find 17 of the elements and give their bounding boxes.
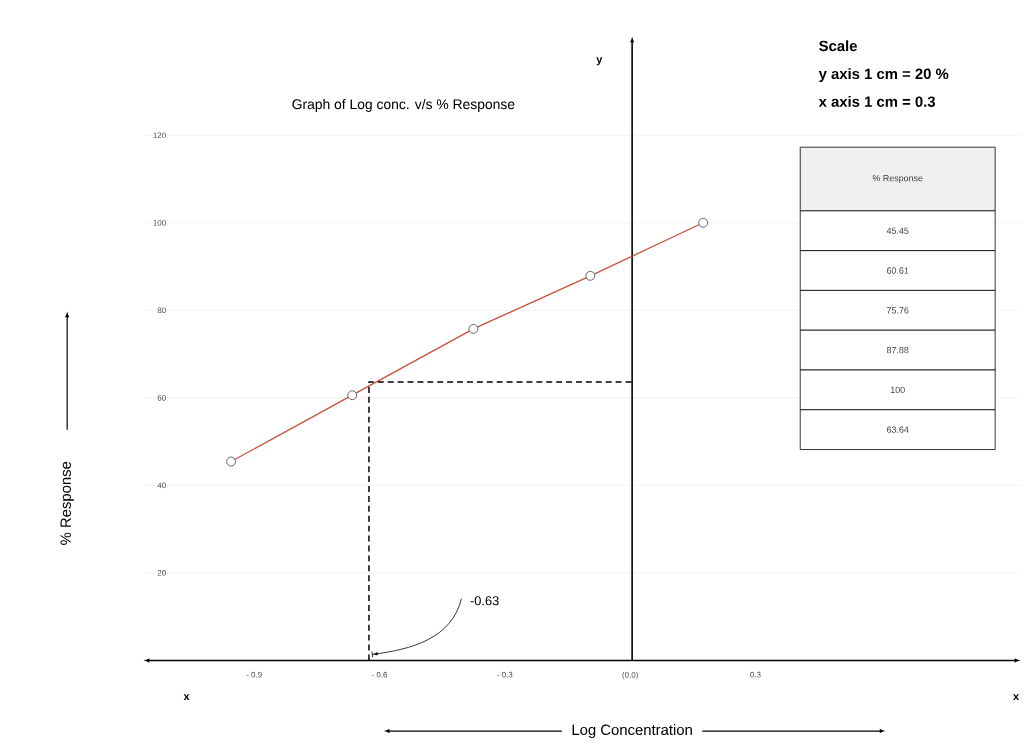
annotation: 75.76 — [886, 307, 909, 314]
y-axis-title: % Response — [60, 461, 74, 545]
annotation: Scale — [819, 40, 857, 52]
annotation: 63.64 — [886, 426, 909, 433]
text: Graph of Log conc. v/s % Response — [292, 98, 515, 112]
annotation: y — [596, 57, 603, 66]
annotation: y axis 1 cm = 20 % — [818, 68, 949, 83]
x-axis-title: Log Concentration — [572, 724, 692, 738]
annotation: 100 — [890, 386, 905, 394]
text: x — [1013, 694, 1020, 701]
annotation: % Response — [872, 175, 923, 184]
annotation: x axis 1 cm = 0.3 — [818, 96, 936, 107]
annotation: 60.61 — [886, 267, 909, 274]
annotation: 87.88 — [886, 346, 909, 354]
annotation: 45.45 — [886, 227, 909, 234]
annotation: -0.63 — [470, 596, 499, 606]
text: x — [183, 694, 190, 701]
